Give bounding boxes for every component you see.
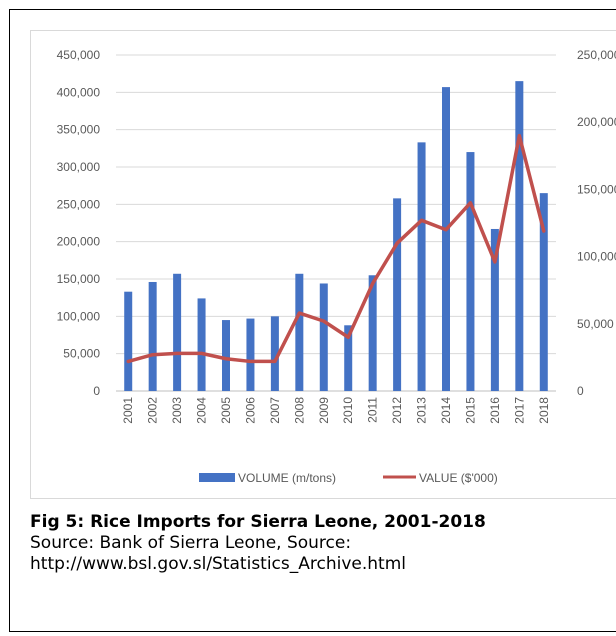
volume-bar xyxy=(368,275,377,391)
left-tick-label: 250,000 xyxy=(57,197,101,211)
left-tick-label: 200,000 xyxy=(57,235,101,249)
volume-bar xyxy=(295,273,304,391)
left-tick-label: 150,000 xyxy=(57,272,101,286)
x-tick-label: 2018 xyxy=(537,397,551,424)
right-tick-label: 50,000 xyxy=(577,317,614,331)
legend-value-label: VALUE ($'000) xyxy=(419,471,498,485)
right-tick-label: 250,000 xyxy=(577,48,616,62)
source-line: Source: Bank of Sierra Leone, Source: xyxy=(30,533,352,553)
x-tick-label: 2015 xyxy=(463,397,477,424)
volume-bar xyxy=(197,298,206,391)
chart-area: 0 50,000 100,000 150,000 200,000 250,000 300,0… xyxy=(30,30,616,499)
value-line xyxy=(126,133,546,364)
figure-frame: 0 50,000 100,000 150,000 200,000 250,000 300,0… xyxy=(9,9,616,632)
right-tick-label: 0 xyxy=(577,384,584,398)
x-tick-label: 2009 xyxy=(317,397,331,424)
left-axis-ticks: 0 50,000 100,000 150,000 200,000 250,000 300,0… xyxy=(57,48,101,398)
combo-chart: 0 50,000 100,000 150,000 200,000 250,000 300,0… xyxy=(57,48,616,485)
x-tick-label: 2012 xyxy=(390,397,404,424)
right-axis-ticks: 0 50,000 100,000 150,000 200,000 250,000 xyxy=(577,48,616,398)
volume-bars xyxy=(124,81,548,392)
x-tick-label: 2016 xyxy=(488,397,502,424)
right-tick-label: 150,000 xyxy=(577,182,616,196)
x-tick-label: 2007 xyxy=(268,397,282,424)
volume-bar xyxy=(148,281,157,391)
source-url: http://www.bsl.gov.sl/Statistics_Archive… xyxy=(30,554,407,574)
x-tick-label: 2014 xyxy=(439,397,453,424)
x-tick-label: 2013 xyxy=(415,397,429,424)
legend-volume-swatch xyxy=(199,473,235,482)
volume-bar xyxy=(442,87,450,392)
left-tick-label: 50,000 xyxy=(63,347,100,361)
x-tick-label: 2003 xyxy=(170,397,184,424)
volume-bar xyxy=(222,320,230,391)
volume-bar xyxy=(344,325,353,391)
x-tick-label: 2017 xyxy=(512,397,526,424)
x-tick-label: 2005 xyxy=(219,397,233,424)
volume-bar xyxy=(173,273,182,391)
volume-bar xyxy=(124,291,133,391)
volume-bar xyxy=(270,316,279,391)
legend-volume-label: VOLUME (m/tons) xyxy=(238,471,336,485)
left-tick-label: 100,000 xyxy=(57,309,101,323)
gridlines xyxy=(116,54,556,392)
volume-bar xyxy=(539,193,548,391)
x-tick-label: 2004 xyxy=(195,397,209,424)
x-tick-label: 2008 xyxy=(292,397,306,424)
left-tick-label: 300,000 xyxy=(57,160,101,174)
volume-bar xyxy=(393,198,402,391)
volume-bar xyxy=(319,283,328,391)
figure-title: Fig 5: Rice Imports for Sierra Leone, 20… xyxy=(30,512,486,532)
right-tick-label: 200,000 xyxy=(577,115,616,129)
left-tick-label: 400,000 xyxy=(57,85,101,99)
left-tick-label: 450,000 xyxy=(57,48,101,62)
volume-bar xyxy=(490,228,499,391)
x-tick-label: 2011 xyxy=(366,397,380,423)
volume-bar xyxy=(246,318,255,391)
x-tick-label: 2010 xyxy=(341,397,355,424)
volume-bar xyxy=(466,152,475,391)
value-line-path xyxy=(126,133,546,364)
right-tick-label: 100,000 xyxy=(577,250,616,264)
x-tick-label: 2006 xyxy=(243,397,257,424)
left-tick-label: 350,000 xyxy=(57,123,101,137)
volume-bar xyxy=(417,142,426,391)
x-tick-label: 2001 xyxy=(121,397,135,424)
x-tick-label: 2002 xyxy=(146,397,160,424)
left-tick-label: 0 xyxy=(93,384,100,398)
legend: VOLUME (m/tons) VALUE ($'000) xyxy=(199,471,498,485)
figure-caption: Fig 5: Rice Imports for Sierra Leone, 20… xyxy=(30,512,616,575)
x-axis-ticks: 2001 2002 2003 2004 2005 2006 2007 2008 2009 2010… xyxy=(121,397,551,424)
volume-bar xyxy=(515,81,524,391)
